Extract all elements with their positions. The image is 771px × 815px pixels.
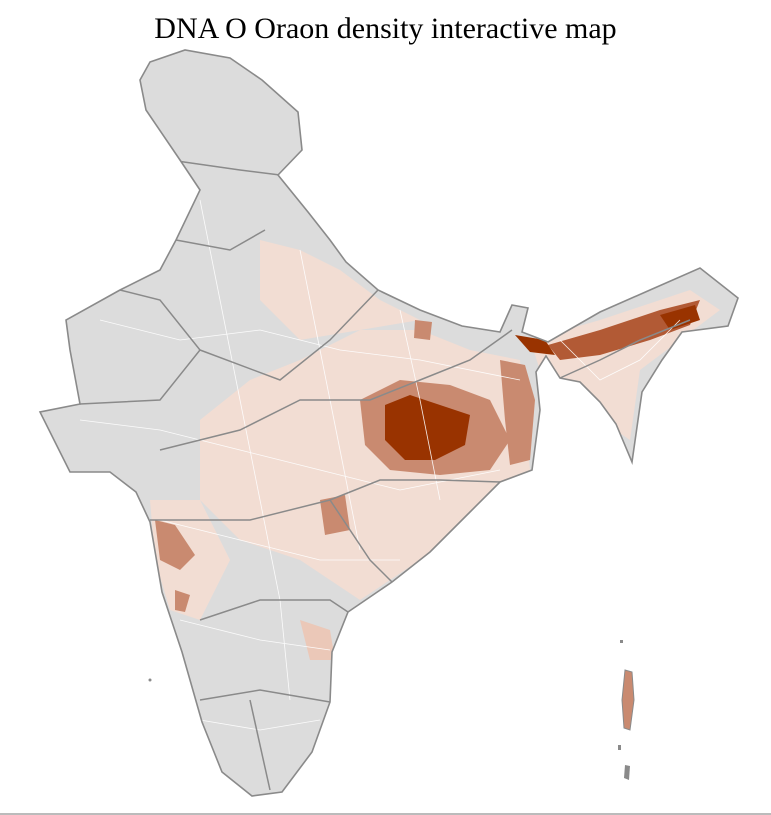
density-regions — [150, 240, 720, 660]
state-borders — [79, 159, 691, 791]
region-very-high-upper-assam[interactable] — [660, 305, 700, 330]
bottom-divider — [0, 813, 771, 815]
region-very-high-jharkhand[interactable] — [385, 395, 470, 460]
region-low-south[interactable] — [300, 620, 335, 660]
map-title: DNA O Oraon density interactive map — [154, 12, 617, 45]
region-medium-maharashtra[interactable] — [155, 520, 195, 570]
lakshadweep-islands — [148, 678, 152, 682]
region-very-low-north[interactable] — [260, 240, 420, 340]
region-medium-konkan[interactable] — [175, 590, 190, 612]
district-borders — [79, 199, 681, 731]
region-medium-up[interactable] — [414, 320, 432, 340]
region-medium-central[interactable] — [320, 495, 350, 535]
andaman-nicobar-islands[interactable] — [618, 640, 635, 780]
region-medium-bengal[interactable] — [500, 360, 535, 465]
